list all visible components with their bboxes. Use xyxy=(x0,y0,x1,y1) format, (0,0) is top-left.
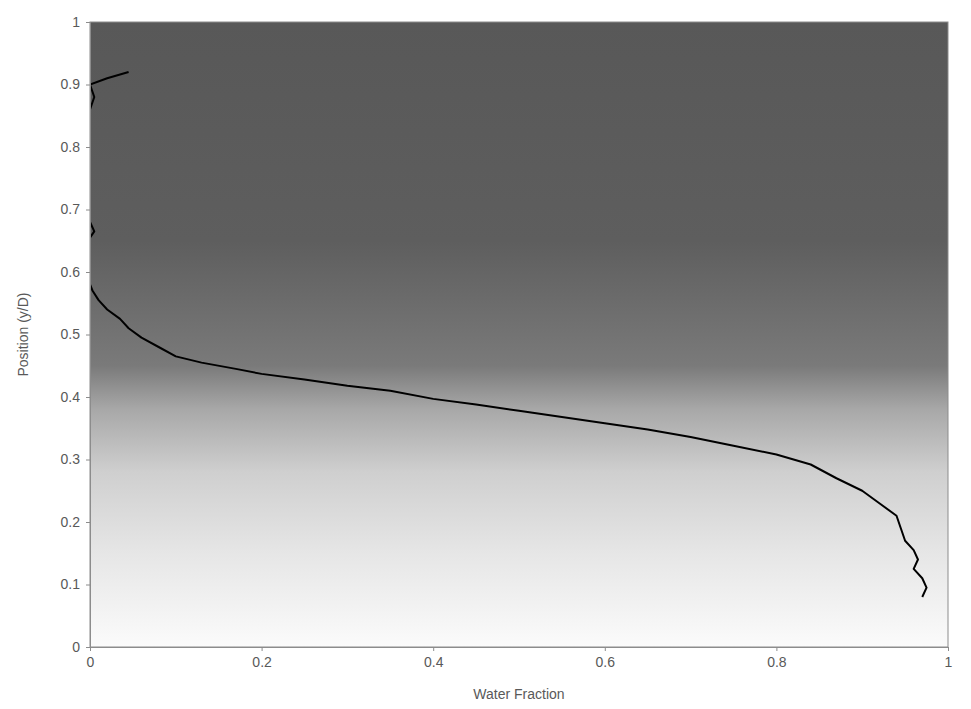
y-tick-label: 0.7 xyxy=(61,201,81,217)
y-tick-label: 0.6 xyxy=(61,264,81,280)
x-tick: 1 xyxy=(945,647,953,670)
y-tick-label: 0.9 xyxy=(61,76,81,92)
x-tick-label: 0.2 xyxy=(252,654,272,670)
x-tick-label: 0 xyxy=(87,654,95,670)
x-tick: 0 xyxy=(87,647,95,670)
x-tick-mark xyxy=(948,647,949,651)
y-tick-mark xyxy=(86,647,90,648)
x-tick: 0.2 xyxy=(252,647,272,670)
y-tick: 0.9 xyxy=(61,76,90,92)
x-tick-label: 0.4 xyxy=(424,654,444,670)
x-tick-mark xyxy=(262,647,263,651)
y-tick-label: 0.2 xyxy=(61,514,81,530)
y-axis-line xyxy=(86,23,91,648)
x-tick-label: 0.8 xyxy=(767,654,787,670)
y-tick: 0.1 xyxy=(61,576,90,592)
y-tick: 0.3 xyxy=(61,451,90,467)
y-tick-label: 0.3 xyxy=(61,451,81,467)
background-image xyxy=(90,22,948,647)
x-tick-mark xyxy=(433,647,434,651)
y-axis-title: Position (y/D) xyxy=(15,292,31,376)
y-tick-mark xyxy=(86,147,90,148)
y-tick-mark xyxy=(86,397,90,398)
y-tick-mark xyxy=(86,460,90,461)
y-tick-mark xyxy=(86,85,90,86)
marks xyxy=(90,72,927,597)
y-tick-mark xyxy=(86,522,90,523)
y-tick: 0.4 xyxy=(61,389,90,405)
y-tick-mark xyxy=(86,272,90,273)
x-tick-label: 0.6 xyxy=(596,654,616,670)
y-tick-mark xyxy=(86,22,90,23)
y-tick: 0.2 xyxy=(61,514,90,530)
x-tick: 0.4 xyxy=(424,647,444,670)
y-tick: 0 xyxy=(72,639,90,655)
x-tick: 0.6 xyxy=(596,647,616,670)
y-tick-label: 0 xyxy=(72,639,80,655)
y-tick-mark xyxy=(86,585,90,586)
x-axis-title: Water Fraction xyxy=(473,686,564,702)
y-tick: 0.7 xyxy=(61,201,90,217)
chart: 00.20.40.60.8100.10.20.30.40.50.60.70.80… xyxy=(0,0,971,709)
y-tick-label: 0.1 xyxy=(61,576,81,592)
y-tick: 0.6 xyxy=(61,264,90,280)
x-tick: 0.8 xyxy=(767,647,787,670)
plot-area: 00.20.40.60.8100.10.20.30.40.50.60.70.80… xyxy=(61,14,953,670)
y-tick-label: 0.4 xyxy=(61,389,81,405)
y-tick-label: 0.8 xyxy=(61,139,81,155)
y-tick-label: 0.5 xyxy=(61,326,81,342)
y-tick-mark xyxy=(86,210,90,211)
y-tick: 0.8 xyxy=(61,139,90,155)
y-tick: 1 xyxy=(72,14,90,30)
x-axis: 0 0.2 0.4 0.6 0.8 1 xyxy=(87,647,953,670)
x-tick-mark xyxy=(776,647,777,651)
y-tick: 0.5 xyxy=(61,326,90,342)
y-axis: 0 0.1 0.2 0.3 0.4 0.5 0.6 0.7 0.8 0.9 1 xyxy=(61,14,91,655)
profile-line xyxy=(90,72,927,597)
x-tick-mark xyxy=(605,647,606,651)
y-tick-label: 1 xyxy=(72,14,80,30)
y-tick-mark xyxy=(86,335,90,336)
plot-frame xyxy=(90,22,948,647)
x-tick-label: 1 xyxy=(945,654,953,670)
x-axis-line xyxy=(91,648,949,652)
